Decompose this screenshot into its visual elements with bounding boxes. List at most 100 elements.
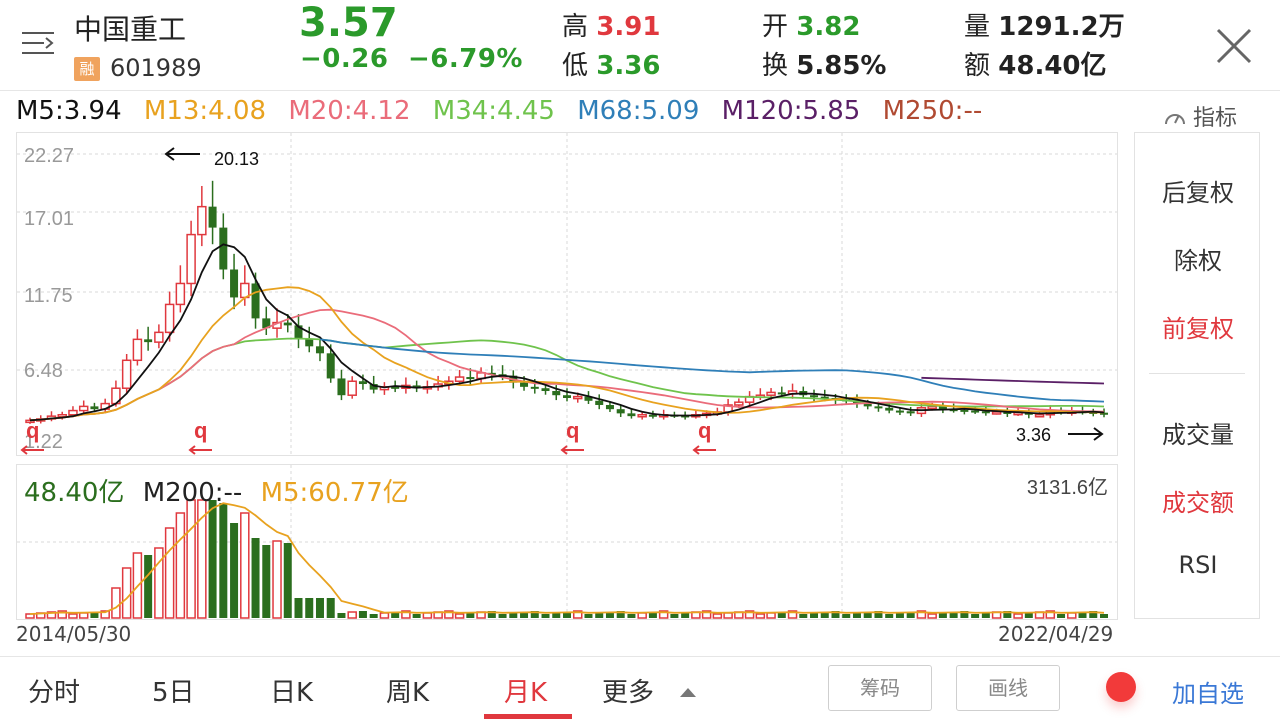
amount-ma-line	[29, 502, 1105, 615]
amount-bar-up	[164, 527, 175, 619]
chip-button[interactable]: 筹码	[828, 665, 932, 711]
gauge-icon	[1165, 114, 1185, 125]
ma5-label: M5:3.94	[16, 96, 122, 126]
event-marker-2[interactable]: q	[188, 418, 212, 455]
tab-5day[interactable]: 5日	[152, 678, 195, 708]
indicator-label: 指标	[1193, 106, 1238, 131]
change-percent: −6.79%	[408, 44, 523, 74]
tab-weekly-k[interactable]: 周K	[386, 678, 430, 708]
amount-bar-up	[1045, 610, 1056, 619]
event-marker-4[interactable]: q	[692, 418, 716, 455]
candle-body-up	[927, 405, 937, 410]
amount-bar-down	[358, 611, 367, 618]
candle-body-down	[391, 386, 400, 389]
amount-bar-down	[981, 613, 990, 618]
amount-bar-up	[916, 610, 927, 619]
menu-icon[interactable]	[22, 28, 56, 60]
event-marker-1[interactable]: q	[20, 418, 44, 455]
max-price-label: 20.13	[214, 149, 259, 169]
candle-body-down	[605, 404, 614, 410]
amount-bars	[25, 499, 1108, 619]
side-item-post-adjusted[interactable]: 后复权	[1162, 179, 1234, 207]
max-price-annotation: 20.13	[164, 147, 259, 169]
amount-bar-down	[262, 545, 271, 618]
candle-body-down	[616, 409, 625, 414]
amount-bar-down	[842, 614, 851, 618]
ma13-label: M13:4.08	[143, 96, 267, 126]
amount-bar-down	[337, 613, 346, 618]
candle-body-down	[885, 407, 894, 411]
triangle-up-icon	[680, 688, 697, 697]
amount-bar-down	[874, 611, 883, 618]
high-value: 3.91	[596, 12, 661, 42]
tab-daily-k[interactable]: 日K	[270, 678, 314, 708]
candle-body-up	[637, 414, 647, 418]
volume-value: 1291.2万	[998, 12, 1125, 42]
turnover-value: 5.85%	[796, 51, 887, 81]
open-label: 开	[762, 12, 789, 42]
stock-code: 601989	[110, 54, 202, 82]
event-marker-3[interactable]: q	[560, 418, 584, 455]
side-item-amount[interactable]: 成交额	[1162, 489, 1234, 517]
amount-bar-down	[552, 613, 561, 618]
amount-bar-up	[712, 613, 723, 619]
side-item-pre-adjusted[interactable]: 前复权	[1162, 315, 1234, 343]
amount-bar-up	[422, 612, 433, 619]
candle-body-down	[777, 392, 786, 395]
marker-4-head	[692, 445, 700, 455]
high-stat: 高 3.91	[562, 6, 660, 43]
side-item-ex-rights[interactable]: 除权	[1174, 247, 1222, 275]
candle-body-up	[78, 405, 89, 412]
amount-bar-down	[863, 612, 872, 618]
candle-body-down	[144, 339, 153, 343]
side-menu: 后复权 除权 前复权 成交量 成交额 RSI	[1134, 132, 1260, 619]
amount-bar-down	[938, 613, 947, 618]
amount-chart[interactable]: 3131.6亿	[16, 464, 1118, 620]
side-item-volume[interactable]: 成交量	[1162, 421, 1234, 449]
amount-bar-up	[401, 610, 411, 619]
amount-bar-down	[1078, 612, 1087, 618]
amount-bar-up	[1013, 613, 1023, 619]
ma-line	[29, 243, 1105, 422]
candle-body-up	[991, 411, 1002, 415]
amount-bar-down	[498, 614, 507, 618]
tab-more[interactable]: 更多	[602, 672, 698, 709]
candle-body-up	[175, 282, 186, 306]
amount-bar-up	[68, 613, 78, 619]
draw-line-button[interactable]: 画线	[956, 665, 1060, 711]
kline-chart[interactable]: 22.27 17.01 11.75 6.48 1.22 20.13 3.36 q…	[16, 132, 1118, 456]
high-label: 高	[562, 12, 589, 42]
amount-bar-up	[444, 610, 454, 619]
amount-bar-down	[670, 614, 679, 618]
tab-intraday[interactable]: 分时	[28, 678, 81, 708]
candle-body-down	[895, 410, 904, 413]
candle-body-down	[648, 414, 657, 417]
amount-bar-up	[755, 613, 766, 619]
tab-monthly-k[interactable]: 月K	[504, 678, 548, 708]
y-label-1: 22.27	[24, 145, 74, 167]
turnover-stat: 换 5.85%	[762, 45, 886, 82]
add-favorite-button[interactable]: 加自选	[1172, 680, 1244, 708]
low-stat: 低 3.36	[562, 45, 660, 82]
ma20-label: M20:4.12	[288, 96, 411, 126]
amount-bar-down	[90, 612, 99, 618]
candle-body-down	[219, 227, 228, 270]
amount-bar-up	[240, 512, 250, 619]
amount-bar-down	[852, 613, 861, 618]
side-item-rsi[interactable]: RSI	[1178, 551, 1218, 579]
marker-2-label: q	[194, 418, 207, 443]
candle-body-up	[1034, 414, 1045, 418]
close-icon[interactable]	[1212, 24, 1256, 68]
candle-body-down	[906, 411, 915, 414]
amount-bar-up	[57, 610, 67, 619]
tabbar-divider	[0, 656, 1280, 657]
amount-ma5-line	[29, 502, 1105, 615]
indicator-button[interactable]: 指标	[1164, 100, 1237, 132]
ma34-label: M34:4.45	[432, 96, 555, 126]
amount-bar-up	[379, 612, 390, 619]
amount-bar-down	[949, 612, 958, 618]
kline-ma-lines	[29, 243, 1105, 422]
candle-body-up	[347, 380, 357, 396]
amount-bar-down	[230, 523, 239, 618]
